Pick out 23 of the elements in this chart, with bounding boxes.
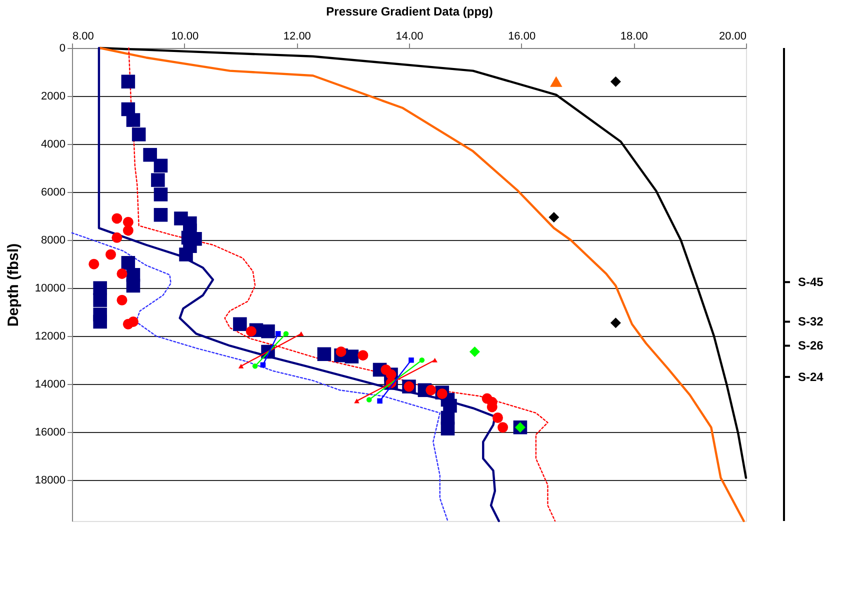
y-tick-label: 12000 [34, 330, 66, 343]
x-tick-label: 14.00 [396, 30, 424, 42]
x-axis-title: Pressure Gradient Data (ppg) [326, 4, 493, 18]
ref-line-label: S-24 [798, 370, 824, 384]
y-tick-label: 14000 [34, 378, 66, 391]
x-tick-label: 18.00 [620, 30, 648, 42]
ref-line-label: S-45 [798, 275, 824, 290]
y-tick-label: 0 [59, 42, 66, 54]
ref-line-label: S-26 [798, 338, 824, 353]
x-tick-label: 10.00 [171, 30, 199, 42]
y-tick-label: 6000 [41, 186, 66, 199]
y-axis-title: Depth (fbsl) [4, 243, 22, 327]
x-tick-label: 20.00 [718, 30, 746, 42]
y-tick-label: 10000 [34, 282, 66, 295]
y-tick-label: 4000 [41, 138, 66, 151]
y-tick-label: 16000 [34, 426, 66, 439]
ref-line-label: S-32 [798, 314, 824, 329]
x-tick-label: 8.00 [72, 30, 94, 42]
y-tick-label: 2000 [41, 90, 66, 103]
y-tick-label: 8000 [41, 234, 66, 247]
y-tick-label: 18000 [34, 474, 66, 487]
x-tick-label: 12.00 [283, 30, 311, 42]
x-tick-label: 16.00 [508, 30, 536, 42]
